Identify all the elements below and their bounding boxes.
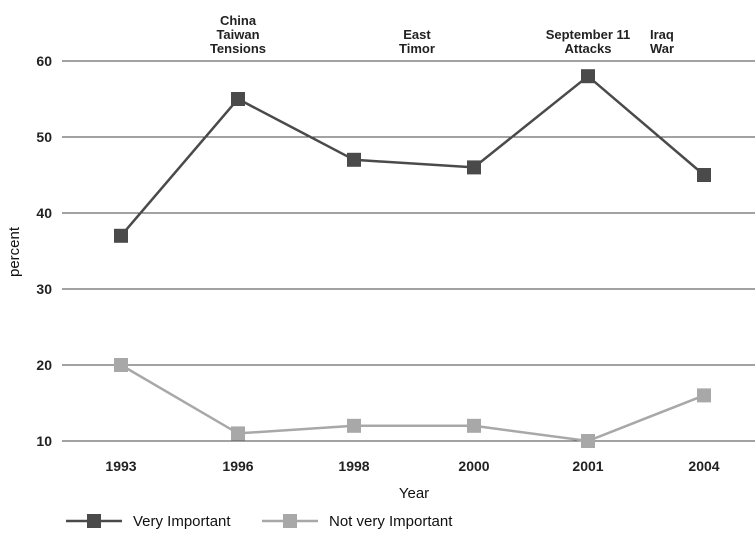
legend-marker (283, 514, 297, 528)
y-tick-label: 10 (36, 433, 52, 449)
y-axis-title: percent (6, 226, 23, 277)
x-axis-ticks: 1993 1996 1998 2000 2001 2004 (105, 458, 719, 474)
data-point (347, 418, 361, 433)
y-tick-label: 50 (36, 129, 52, 145)
x-tick-label: 2004 (688, 458, 719, 474)
data-point (231, 92, 245, 106)
event-annotation-line: September 11 (546, 27, 631, 42)
data-point (114, 228, 128, 243)
event-annotation-line: Tensions (210, 41, 266, 56)
x-axis-title: Year (399, 485, 429, 502)
y-tick-label: 30 (36, 281, 52, 297)
data-point (114, 358, 128, 372)
y-tick-label: 60 (36, 53, 52, 69)
data-point (347, 152, 361, 167)
x-tick-label: 1996 (222, 458, 253, 474)
event-annotation-line: Iraq (650, 27, 674, 42)
legend-label: Not very Important (329, 513, 453, 530)
data-point (467, 418, 481, 433)
series-line (120, 74, 705, 237)
event-annotation-line: Timor (399, 41, 435, 56)
series-line (120, 363, 705, 443)
legend-marker (87, 514, 101, 528)
data-point (231, 426, 245, 441)
data-point (581, 434, 595, 448)
y-axis-ticks: 10 20 30 40 50 60 (36, 53, 52, 449)
legend-label: Very Important (133, 513, 231, 530)
gridlines (62, 60, 755, 442)
data-point (697, 388, 711, 403)
data-point (697, 168, 711, 182)
legend: Very Important Not very Important (66, 513, 453, 530)
event-annotation-line: War (650, 41, 674, 56)
series-lines (114, 69, 711, 448)
x-tick-label: 1998 (338, 458, 369, 474)
x-tick-label: 1993 (105, 458, 136, 474)
y-tick-label: 20 (36, 357, 52, 373)
event-annotation-line: East (403, 27, 431, 42)
data-point (467, 160, 481, 175)
y-tick-label: 40 (36, 205, 52, 221)
data-point (581, 69, 595, 84)
event-annotation-line: Attacks (565, 41, 612, 56)
event-annotation-line: China (220, 13, 257, 28)
x-tick-label: 2001 (572, 458, 603, 474)
x-tick-label: 2000 (458, 458, 489, 474)
event-annotation-line: Taiwan (216, 27, 259, 42)
